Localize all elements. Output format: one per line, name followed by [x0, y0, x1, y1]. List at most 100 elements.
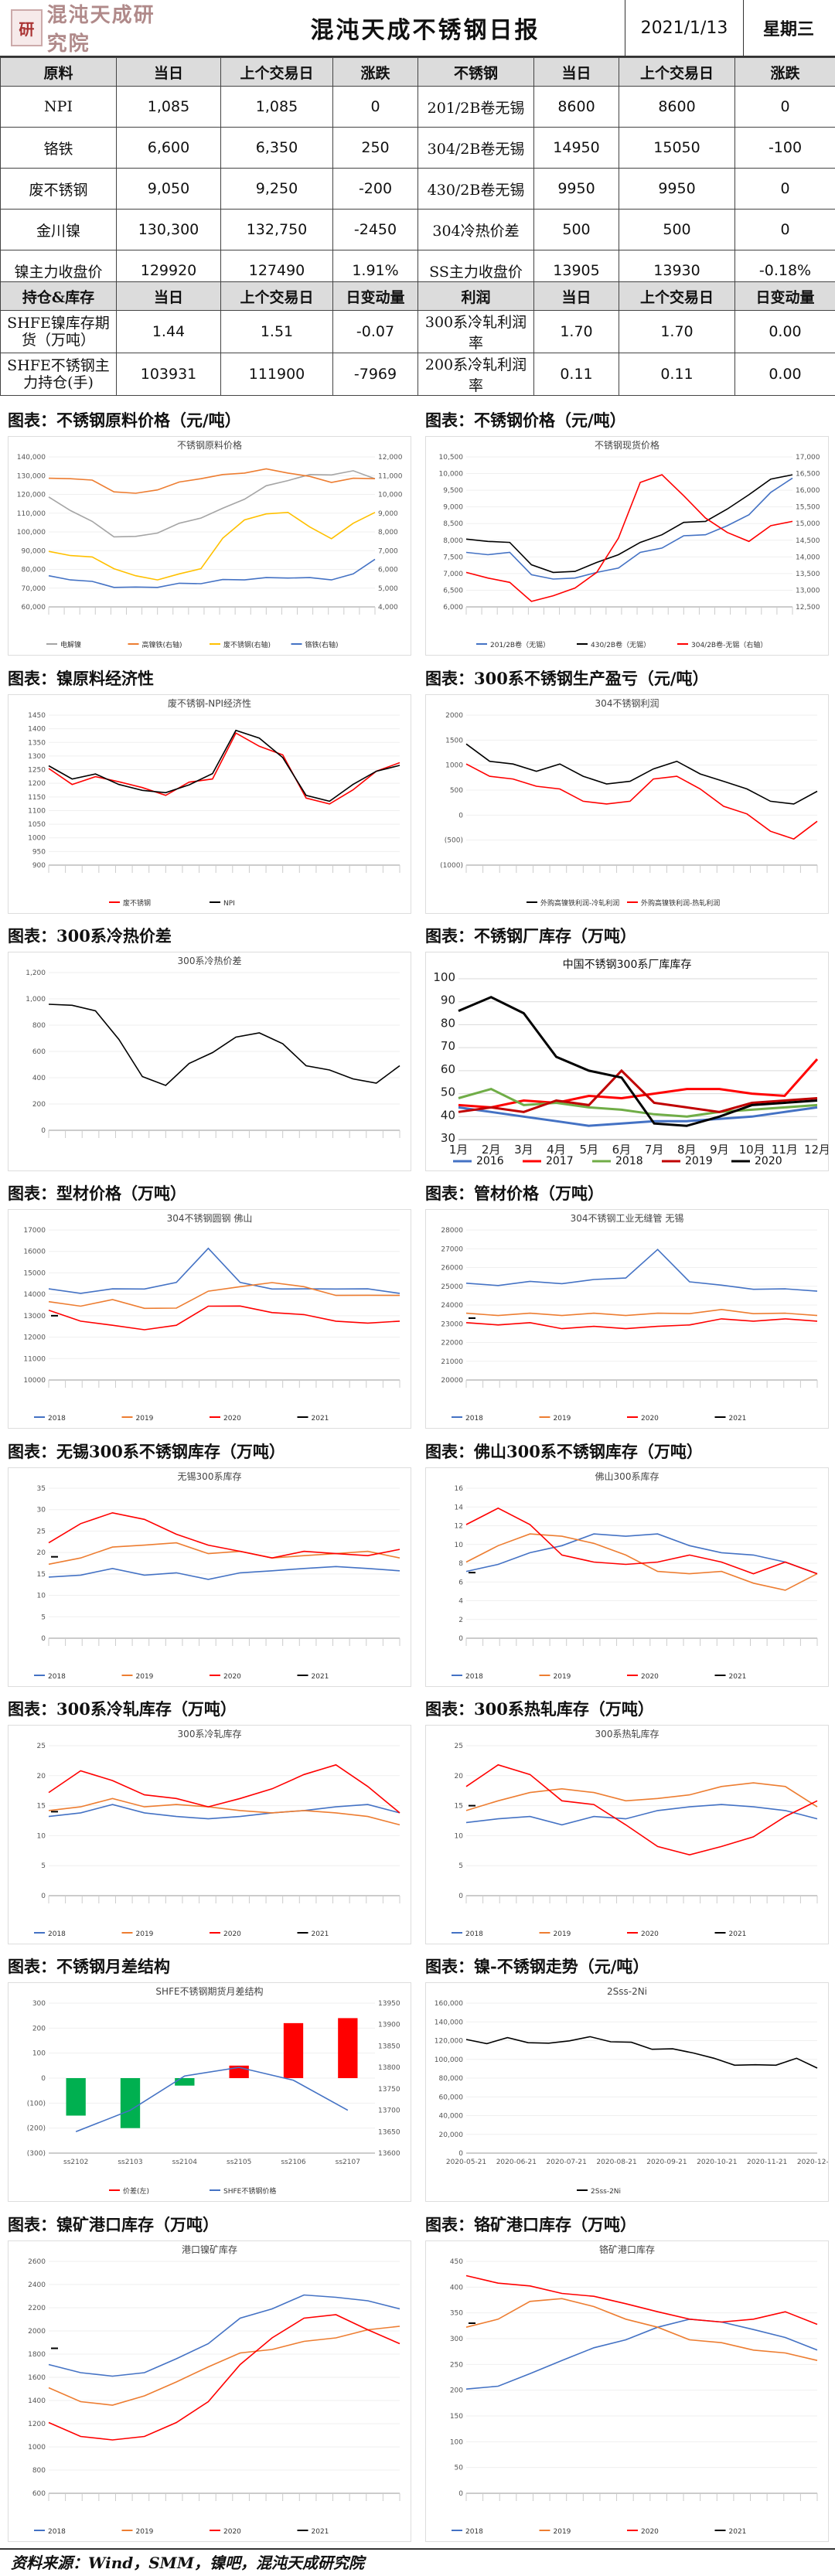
legend-label: 2018 — [465, 1930, 483, 1938]
y-tick-label: 25 — [37, 1743, 46, 1750]
series-line — [465, 1249, 818, 1292]
y2-tick-label: 13800 — [378, 2064, 400, 2072]
y2-tick-label: 5,000 — [378, 585, 398, 593]
y-tick-label: 100,000 — [17, 529, 46, 537]
y-tick-label: 10000 — [23, 1377, 46, 1385]
y-tick-label: 10 — [37, 1832, 46, 1840]
y-tick-label: 70,000 — [22, 585, 46, 593]
y2-tick-label: 10,000 — [378, 492, 403, 499]
series-line — [75, 2067, 349, 2133]
section-title: 图表：铬矿港口库存（万吨） — [425, 2215, 636, 2234]
chart-svg: 300系冷轧库存 25 20 15 10 5 0 2018 2019 2020 2021 — [34, 1728, 400, 1938]
header-cell: 日变动量 — [734, 281, 835, 311]
legend-label: 2018 — [48, 1415, 66, 1423]
y-tick-label: 20 — [455, 1773, 464, 1780]
table-cell: 0 — [332, 86, 418, 128]
y-tick-label: 12000 — [23, 1334, 46, 1342]
chart-box: 佛山300系库存 16 14 12 10 8 6 4 2 0 2018 2019 2020 2021 — [425, 1467, 829, 1687]
table-cell: 500 — [533, 209, 619, 250]
table-cell: 0 — [734, 86, 835, 128]
y-tick-label: 130,000 — [17, 472, 46, 480]
table-cell: 1.44 — [116, 310, 221, 353]
y-tick-label: 90,000 — [22, 547, 46, 555]
x-tick-label: 10月 — [739, 1143, 765, 1157]
chart-section: 图表：不锈钢月差结构 SHFE不锈钢期货月差结构 300 200 100 0 (100) (2… — [0, 1954, 418, 2205]
section-title: 图表：镍原料经济性 — [8, 669, 154, 688]
y2-tick-label: 13900 — [378, 2022, 400, 2029]
series-line — [458, 996, 818, 1127]
y-tick-label: 600 — [32, 1048, 46, 1056]
legend-label: 2021 — [312, 1930, 329, 1938]
chart-svg: 无锡300系库存 35 30 25 20 15 10 5 0 2018 2019 2020 2021 — [34, 1470, 400, 1681]
x-tick-label: 9月 — [710, 1143, 729, 1157]
bar — [283, 2022, 304, 2078]
series-line — [465, 763, 818, 840]
header-cell: 当日 — [533, 281, 619, 311]
section-title: 图表：300系冷热价差 — [8, 926, 172, 946]
y-tick-label: 1400 — [28, 726, 46, 734]
chart-section: 图表：300系冷轧库存（万吨） 300系冷轧库存 25 20 15 10 5 0 2018 201… — [0, 1697, 418, 1947]
y-tick-label: 15 — [37, 1803, 46, 1811]
series-line — [465, 477, 793, 580]
table-cell: 铬铁 — [0, 127, 117, 169]
y-tick-label: 2400 — [28, 2281, 46, 2289]
y-tick-label: 1200 — [28, 2421, 46, 2428]
y-tick-label: 10 — [455, 1832, 464, 1840]
table-cell: NPI — [0, 86, 117, 128]
series-line — [458, 1088, 818, 1118]
y-tick-label: 400 — [32, 1075, 46, 1082]
bar — [338, 2018, 358, 2078]
legend-label: 2020 — [641, 1673, 659, 1681]
series-line — [48, 1282, 400, 1310]
legend-label: 外购高镍铁利润-冷轧利润 — [540, 898, 619, 908]
series-line — [465, 2036, 818, 2069]
chart-title: 佛山300系库存 — [595, 1470, 659, 1482]
chart-title: 无锡300系库存 — [178, 1470, 242, 1482]
y-tick-label: 600 — [32, 2490, 46, 2498]
y-tick-label: 60 — [441, 1062, 455, 1076]
y-tick-label: 150 — [450, 2413, 463, 2421]
header-cell: 持仓&库存 — [0, 281, 117, 311]
y-tick-label: 7,500 — [443, 554, 463, 561]
table-cell: 15050 — [619, 127, 735, 169]
y-tick-label: 0 — [41, 2075, 46, 2083]
chart-box: 300系热轧库存 25 20 15 10 5 0 2018 2019 2020 2021 — [425, 1725, 829, 1944]
chart-box: 不锈钢现货价格 10,500 10,000 9,500 9,000 8,500 8,000 7… — [425, 436, 829, 656]
legend-label: 2021 — [729, 1930, 747, 1938]
series-line — [48, 1542, 400, 1566]
y2-tick-label: 11,000 — [378, 472, 403, 480]
y2-tick-label: 13750 — [378, 2086, 400, 2094]
x-tick-label: ss2107 — [336, 2159, 360, 2166]
y-tick-label: 25000 — [441, 1283, 463, 1291]
chart-box: 300系冷轧库存 25 20 15 10 5 0 2018 2019 2020 2021 — [8, 1725, 411, 1944]
y-tick-label: 1150 — [28, 794, 46, 802]
table-cell: 300系冷轧利润率 — [418, 310, 534, 353]
section-title: 图表：300系热轧库存（万吨） — [425, 1699, 654, 1719]
x-tick-label: 2020-06-21 — [496, 2159, 537, 2166]
legend-label: 2019 — [685, 1155, 713, 1167]
y-tick-label: 20 — [37, 1773, 46, 1780]
y2-tick-label: 16,000 — [796, 487, 820, 495]
bar — [120, 2078, 141, 2128]
chart-svg: 港口镍矿库存 2600 2400 2200 2000 1800 1600 1400 1200 10… — [28, 2244, 400, 2536]
y-tick-label: 60,000 — [439, 2094, 464, 2101]
section-title: 图表：不锈钢厂库存（万吨） — [425, 926, 636, 946]
series-line — [48, 1763, 400, 1814]
legend-label: 废不锈钢 — [123, 898, 151, 908]
series-line — [48, 729, 400, 802]
y-tick-label: 22000 — [441, 1340, 463, 1348]
legend-label: 2017 — [546, 1155, 574, 1167]
y-tick-label: 24000 — [441, 1302, 463, 1310]
table-cell: 8600 — [619, 86, 735, 128]
y-tick-label: 450 — [450, 2258, 463, 2266]
y-tick-label: 0 — [458, 2150, 463, 2158]
table-row: 金川镍 130,300 132,750 -2450 304冷热价差 500 500 0 — [0, 209, 835, 250]
y-tick-label: (300) — [27, 2150, 46, 2158]
y-tick-label: 1250 — [28, 767, 46, 775]
y-tick-label: 2000 — [28, 2328, 46, 2336]
legend-label: 电解镍 — [60, 640, 81, 649]
y-tick-label: 950 — [32, 848, 46, 856]
header-cell: 不锈钢 — [418, 57, 534, 87]
table-header-row: 持仓&库存 当日 上个交易日 日变动量 利润 当日 上个交易日 日变动量 — [0, 281, 835, 311]
chart-box: 300系冷热价差 1,200 1,000 800 600 400 200 0 — [8, 952, 411, 1171]
